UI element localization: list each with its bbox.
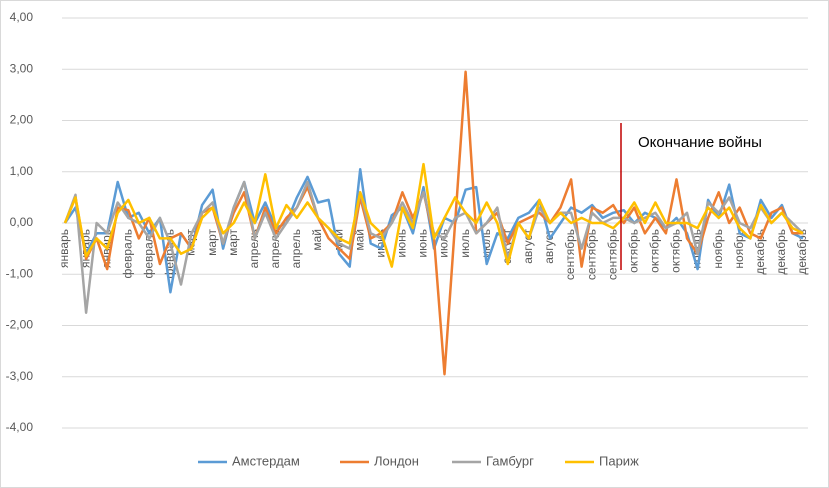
x-tick-label: ноябрь — [711, 229, 725, 269]
x-tick-label: август — [521, 229, 535, 264]
x-tick-label: сентябрь — [605, 229, 619, 280]
x-tick-label: март — [226, 229, 240, 256]
x-tick-label: июнь — [416, 229, 430, 258]
x-tick-label: апрель — [289, 229, 303, 268]
x-tick-label: июль — [458, 229, 472, 258]
y-tick-label: 4,00 — [10, 10, 34, 24]
y-tick-label: -3,00 — [6, 369, 34, 383]
x-tick-label: сентябрь — [563, 229, 577, 280]
x-tick-label: февраль — [120, 229, 134, 279]
y-tick-label: -2,00 — [6, 318, 34, 332]
x-tick-label: октябрь — [626, 229, 640, 273]
x-tick-label: декабрь — [774, 229, 788, 275]
y-tick-label: -4,00 — [6, 420, 34, 434]
y-tick-label: 2,00 — [10, 113, 34, 127]
y-tick-label: 1,00 — [10, 164, 34, 178]
x-tick-label: май — [352, 229, 366, 251]
x-tick-label: май — [310, 229, 324, 251]
legend-label: Лондон — [374, 453, 419, 468]
x-tick-label: март — [205, 229, 219, 256]
x-tick-label: октябрь — [648, 229, 662, 273]
x-tick-label: сентябрь — [584, 229, 598, 280]
legend-label: Гамбург — [486, 453, 534, 468]
legend-label: Амстердам — [232, 453, 300, 468]
x-tick-label: апрель — [268, 229, 282, 268]
annotation: Окончание войны — [638, 134, 762, 151]
x-tick-label: октябрь — [669, 229, 683, 273]
x-tick-label: декабрь — [753, 229, 767, 275]
series-line — [63, 162, 804, 268]
y-tick-label: -1,00 — [6, 266, 34, 280]
y-tick-label: 0,00 — [10, 215, 34, 229]
x-tick-label: январь — [57, 229, 71, 268]
x-tick-label: апрель — [247, 229, 261, 268]
x-tick-label: февраль — [142, 229, 156, 279]
y-tick-label: 3,00 — [10, 61, 34, 75]
legend-label: Париж — [599, 453, 639, 468]
x-tick-label: декабрь — [795, 229, 809, 275]
x-tick-label: август — [542, 229, 556, 264]
x-tick-label: ноябрь — [732, 229, 746, 269]
